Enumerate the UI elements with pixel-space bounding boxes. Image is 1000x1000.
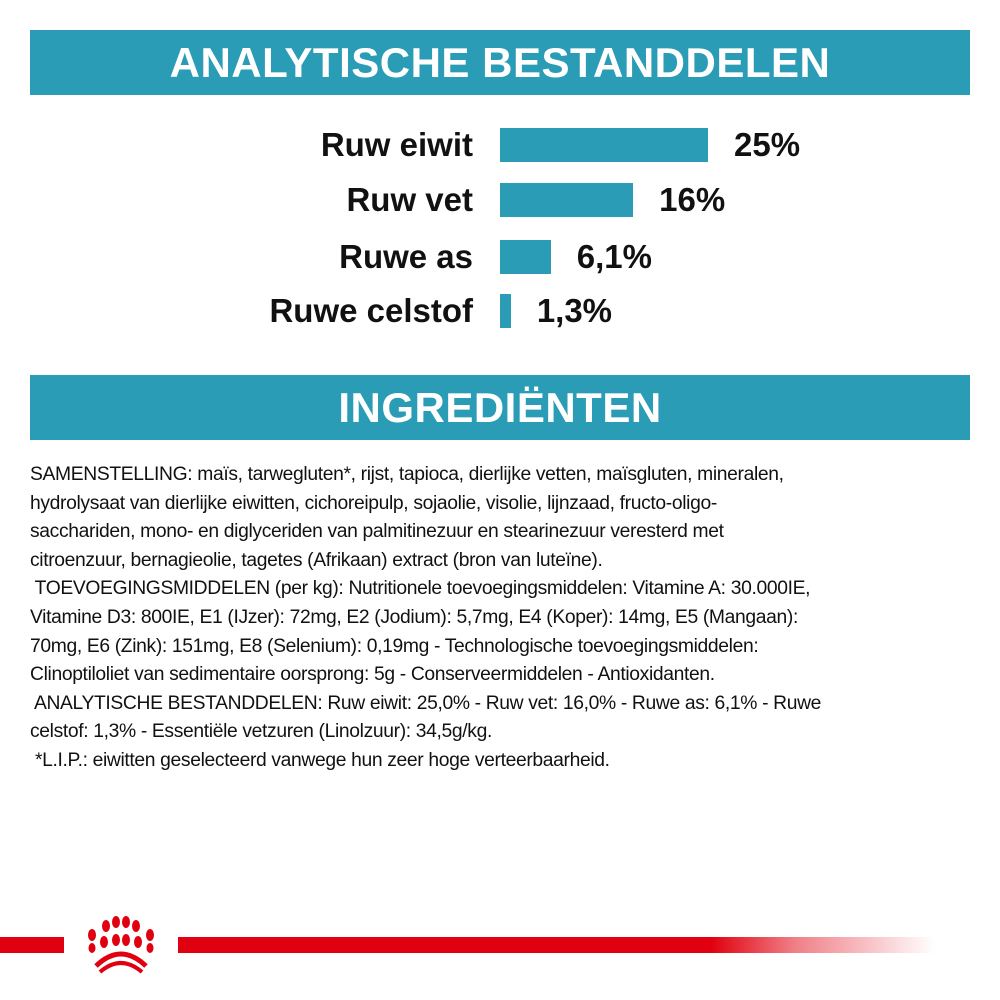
chart-row: Ruw vet 16% (0, 180, 1000, 220)
bar-value-label: 6,1% (576, 238, 652, 275)
bar-label: Ruw eiwit (320, 126, 473, 163)
ingredients-line: 70mg, E6 (Zink): 151mg, E8 (Selenium): 0… (30, 635, 759, 657)
bar (500, 240, 551, 274)
ingredients-line: Clinoptiloliet van sedimentaire oorspron… (30, 664, 715, 686)
chart-row: Ruwe celstof 1,3% (0, 291, 1000, 331)
bar (500, 294, 511, 328)
bar-value-label: 16% (659, 181, 726, 218)
bar-label: Ruw vet (346, 181, 473, 218)
ingredients-line: hydrolysaat van dierlijke eiwitten, cich… (30, 492, 717, 514)
ingredients-line: ANALYTISCHE BESTANDDELEN: Ruw eiwit: 25,… (30, 692, 822, 714)
bar-value-label: 1,3% (536, 292, 613, 329)
analysis-header: ANALYTISCHE BESTANDDELEN (30, 30, 970, 95)
ingredients-line: celstof: 1,3% - Essentiële vetzuren (Lin… (30, 721, 492, 743)
ingredients-text: SAMENSTELLING: maïs, tarwegluten*, rijst… (30, 461, 980, 776)
bar-label: Ruwe celstof (269, 292, 473, 329)
bar (500, 128, 708, 162)
ingredients-line: SAMENSTELLING: maïs, tarwegluten*, rijst… (30, 464, 784, 485)
ingredients-line: TOEVOEGINGSMIDDELEN (per kg): Nutritione… (30, 578, 811, 600)
ingredients-line: *L.I.P.: eiwitten geselecteerd vanwege h… (30, 749, 610, 771)
ingredients-line: citroenzuur, bernagieolie, tagetes (Afri… (30, 549, 603, 571)
chart-row: Ruw eiwit 25% (0, 125, 1000, 165)
ingredients-header: INGREDIËNTEN (30, 375, 970, 440)
brand-red-line (0, 937, 935, 953)
ingredients-line: Vitamine D3: 800IE, E1 (IJzer): 72mg, E2… (30, 606, 798, 628)
bar-label: Ruwe as (339, 238, 473, 275)
bar-value-label: 25% (734, 126, 801, 163)
crown-paw-logo-icon (64, 910, 178, 976)
bar (500, 183, 634, 217)
ingredients-line: sacchariden, mono- en diglyceriden van p… (30, 521, 724, 543)
chart-row: Ruwe as 6,1% (0, 237, 1000, 277)
